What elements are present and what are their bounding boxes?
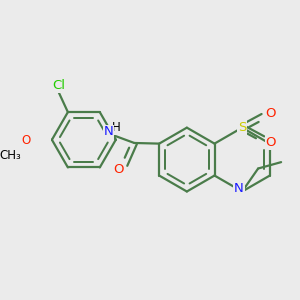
Text: S: S — [238, 121, 246, 134]
Text: H: H — [111, 121, 120, 134]
Text: N: N — [234, 182, 244, 195]
Text: O: O — [266, 107, 276, 120]
Text: CH₃: CH₃ — [0, 149, 21, 162]
Text: O: O — [113, 163, 124, 176]
Text: Cl: Cl — [52, 79, 65, 92]
Text: N: N — [268, 136, 278, 149]
Text: N: N — [104, 125, 113, 138]
Text: O: O — [21, 134, 30, 147]
Text: O: O — [266, 136, 276, 148]
